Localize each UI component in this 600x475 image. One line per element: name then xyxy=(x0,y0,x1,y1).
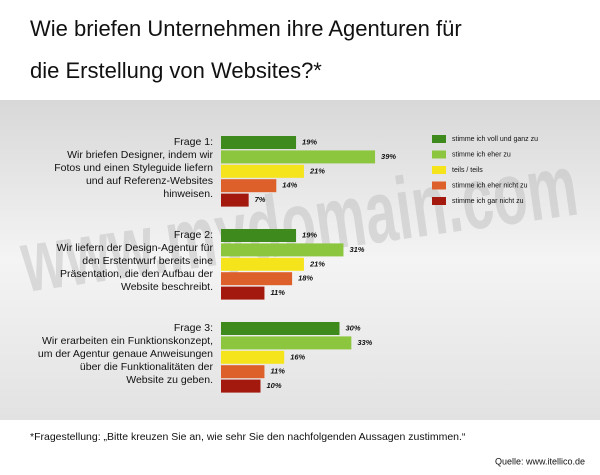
bar xyxy=(221,229,297,242)
category-label: Frage 1: xyxy=(174,136,213,148)
bar xyxy=(221,179,277,193)
value-label: 31% xyxy=(349,245,364,254)
footnote: *Fragestellung: „Bitte kreuzen Sie an, w… xyxy=(30,431,466,443)
legend-label: stimme ich eher nicht zu xyxy=(452,182,528,189)
category-label: hinweisen. xyxy=(163,188,213,200)
value-label: 14% xyxy=(282,181,297,190)
value-label: 10% xyxy=(267,381,282,390)
value-label: 21% xyxy=(309,166,325,175)
value-label: 19% xyxy=(302,137,317,146)
bar xyxy=(221,350,285,364)
bar xyxy=(221,365,265,379)
bar xyxy=(221,150,376,164)
bar xyxy=(221,257,304,271)
category-label: Fotos und einen Styleguide liefern xyxy=(54,162,213,174)
bar xyxy=(221,322,340,335)
category-label: und auf Referenz-Websites xyxy=(86,175,213,187)
value-label: 11% xyxy=(270,367,285,376)
bar xyxy=(221,164,304,178)
category-label: Frage 3: xyxy=(174,322,213,334)
category-label: Website zu geben. xyxy=(126,374,213,386)
value-label: 19% xyxy=(302,230,317,239)
chart-title: Wie briefen Unternehmen ihre Agenturen f… xyxy=(30,16,462,41)
value-label: 11% xyxy=(270,288,285,297)
bar xyxy=(221,286,265,300)
value-label: 7% xyxy=(255,195,266,204)
bar xyxy=(221,193,249,207)
legend-swatch xyxy=(432,181,446,190)
legend-label: stimme ich voll und ganz zu xyxy=(452,136,538,143)
value-label: 21% xyxy=(309,259,325,268)
legend-swatch xyxy=(432,135,446,143)
value-label: 33% xyxy=(357,338,372,347)
value-label: 39% xyxy=(381,152,396,161)
legend-swatch xyxy=(432,166,446,174)
value-label: 30% xyxy=(346,323,361,332)
legend-label: stimme ich gar nicht zu xyxy=(452,198,524,205)
category-label: Präsentation, die den Aufbau der xyxy=(60,268,213,280)
bar xyxy=(221,243,344,257)
value-label: 18% xyxy=(298,274,313,283)
category-label: Wir briefen Designer, indem wir xyxy=(67,149,213,161)
category-label: den Erstentwurf bereits eine xyxy=(82,255,213,267)
category-label: Website beschreibt. xyxy=(121,281,213,293)
category-label: Wir erarbeiten ein Funktionskonzept, xyxy=(42,335,213,347)
category-label: Frage 2: xyxy=(174,229,213,241)
legend-label: stimme ich eher zu xyxy=(452,151,511,158)
chart-title: die Erstellung von Websites?* xyxy=(30,58,322,83)
bar xyxy=(221,336,352,350)
bar xyxy=(221,272,293,286)
legend-swatch xyxy=(432,197,446,205)
value-label: 16% xyxy=(290,352,305,361)
source: Quelle: www.itellico.de xyxy=(495,456,585,466)
bar xyxy=(221,379,261,393)
bar xyxy=(221,136,297,149)
category-label: Wir liefern der Design-Agentur für xyxy=(57,242,214,254)
category-label: über die Funktionalitäten der xyxy=(80,361,214,373)
category-label: um der Agentur genaue Anweisungen xyxy=(38,348,213,360)
legend-label: teils / teils xyxy=(452,167,483,174)
legend-swatch xyxy=(432,150,446,159)
